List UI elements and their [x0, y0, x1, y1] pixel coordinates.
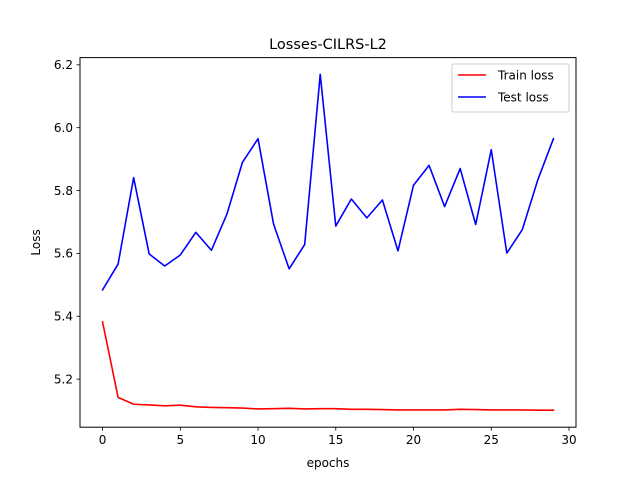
x-axis-label: epochs: [307, 456, 350, 470]
y-tick-label: 5.8: [54, 184, 73, 198]
plot-area: [80, 57, 576, 428]
test-loss-line: [101, 73, 555, 291]
chart-title: Losses-CILRS-L2: [269, 37, 387, 53]
legend-label-test: Test loss: [497, 91, 549, 105]
legend: Train loss Test loss: [451, 63, 570, 113]
x-tick-label: 10: [250, 433, 265, 447]
legend-label-train: Train loss: [497, 69, 554, 83]
y-axis-ticks: 5.2 5.4 5.6 5.8 6.0 6.2: [54, 58, 80, 386]
x-axis-ticks: 0 5 10 15 20 25 30: [99, 427, 577, 447]
y-tick-label: 6.0: [54, 121, 73, 135]
axes-frame: [79, 57, 577, 428]
x-tick-label: 15: [328, 433, 343, 447]
x-tick-label: 25: [484, 433, 499, 447]
y-tick-label: 5.4: [54, 310, 73, 324]
train-loss-line: [101, 320, 555, 412]
y-tick-label: 5.2: [54, 372, 73, 386]
y-tick-label: 6.2: [54, 58, 73, 72]
y-tick-label: 5.6: [54, 247, 73, 261]
x-tick-label: 30: [561, 433, 576, 447]
legend-frame: [451, 63, 570, 113]
series-layer: [101, 73, 555, 412]
y-axis-label: Loss: [29, 229, 43, 255]
x-tick-label: 20: [406, 433, 421, 447]
x-tick-label: 0: [99, 433, 107, 447]
x-tick-label: 5: [176, 433, 184, 447]
